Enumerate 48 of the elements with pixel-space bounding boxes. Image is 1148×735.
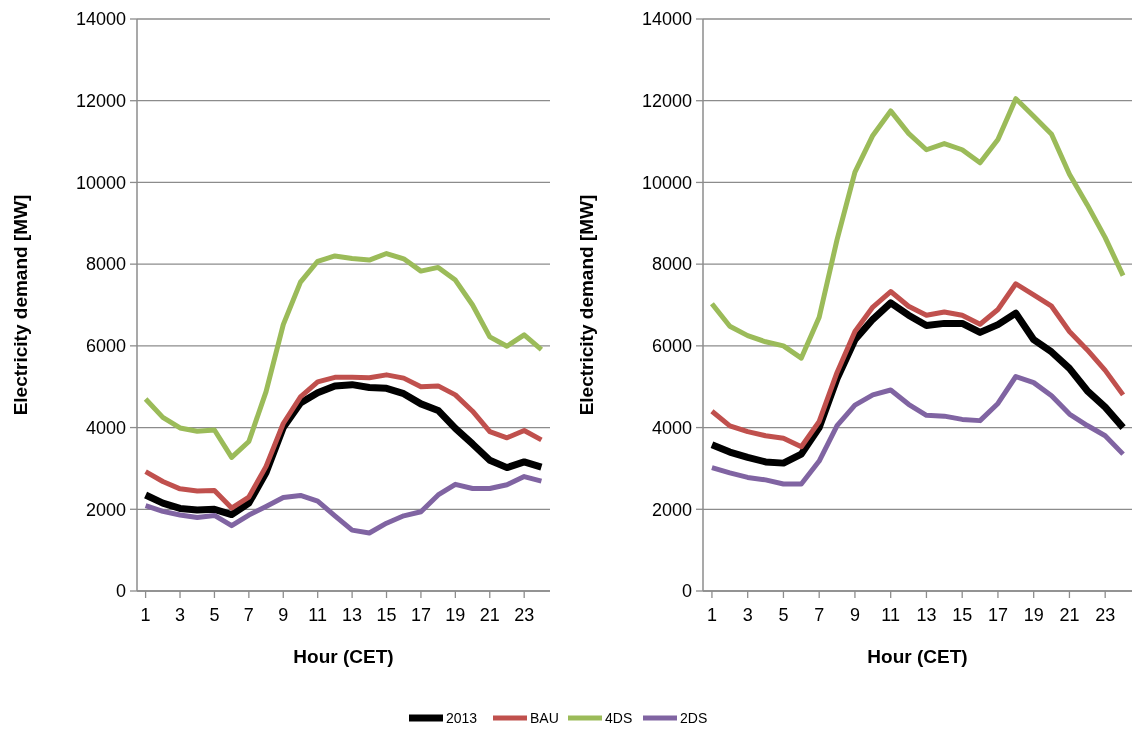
y-tick-label: 0 <box>681 581 692 602</box>
x-tick-label: 21 <box>479 605 500 625</box>
x-tick-label: 3 <box>742 605 753 625</box>
x-tick-label: 7 <box>243 605 254 625</box>
y-tick-label: 2000 <box>651 499 692 520</box>
x-tick-label: 15 <box>952 605 973 625</box>
x-axis-title: Hour (CET) <box>293 646 394 667</box>
x-tick-label: 1 <box>706 605 717 625</box>
y-tick-label: 2000 <box>85 499 126 520</box>
x-axis-title: Hour (CET) <box>867 646 968 667</box>
x-tick-label: 3 <box>175 605 186 625</box>
legend-label: 2DS <box>680 709 708 726</box>
x-tick-label: 19 <box>1023 605 1044 625</box>
x-tick-label: 17 <box>410 605 431 625</box>
y-tick-label: 4000 <box>85 417 126 438</box>
legend-label: 4DS <box>605 709 633 726</box>
x-tick-label: 5 <box>209 605 220 625</box>
legend-label: 2013 <box>446 709 478 726</box>
x-tick-label: 7 <box>814 605 825 625</box>
y-axis-title: Electricity demand [MW] <box>576 194 597 416</box>
y-tick-label: 6000 <box>85 336 126 357</box>
x-tick-label: 23 <box>1095 605 1116 625</box>
x-tick-label: 15 <box>376 605 397 625</box>
y-tick-label: 4000 <box>651 417 692 438</box>
y-tick-label: 14000 <box>75 9 126 30</box>
x-tick-label: 19 <box>445 605 466 625</box>
y-tick-label: 12000 <box>75 91 126 112</box>
y-tick-label: 8000 <box>651 254 692 275</box>
x-tick-label: 9 <box>278 605 289 625</box>
y-tick-label: 6000 <box>651 336 692 357</box>
x-tick-label: 17 <box>987 605 1008 625</box>
x-tick-label: 1 <box>140 605 151 625</box>
y-tick-label: 10000 <box>75 172 126 193</box>
y-tick-label: 10000 <box>641 172 692 193</box>
x-tick-label: 13 <box>916 605 937 625</box>
x-tick-label: 11 <box>881 605 901 625</box>
x-tick-label: 5 <box>778 605 789 625</box>
y-tick-label: 0 <box>115 581 126 602</box>
x-tick-label: 21 <box>1059 605 1080 625</box>
y-tick-label: 12000 <box>641 91 692 112</box>
x-tick-label: 13 <box>342 605 363 625</box>
x-tick-label: 23 <box>514 605 535 625</box>
x-tick-label: 11 <box>308 605 328 625</box>
y-tick-label: 8000 <box>85 254 126 275</box>
y-tick-label: 14000 <box>641 9 692 30</box>
x-tick-label: 9 <box>849 605 860 625</box>
legend-label: BAU <box>530 709 559 726</box>
y-axis-title: Electricity demand [MW] <box>10 194 31 416</box>
